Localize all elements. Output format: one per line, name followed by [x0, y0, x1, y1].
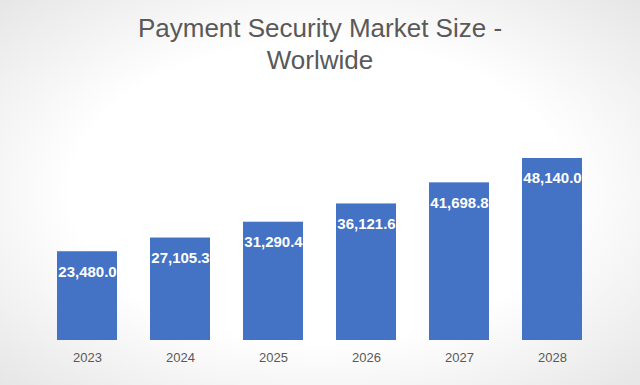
- svg-text:48,140.0: 48,140.0: [523, 169, 581, 186]
- svg-text:2023: 2023: [73, 350, 102, 365]
- svg-text:2024: 2024: [166, 350, 195, 365]
- svg-text:2025: 2025: [259, 350, 288, 365]
- svg-text:41,698.8: 41,698.8: [430, 194, 488, 211]
- svg-text:2026: 2026: [352, 350, 381, 365]
- html-text:Payment Security Market Size -: Payment Security Market Size - Worlwide: [137, 13, 503, 75]
- svg-text:36,121.6: 36,121.6: [337, 215, 395, 232]
- svg-text:23,480.0: 23,480.0: [58, 263, 116, 280]
- svg-text:31,290.4: 31,290.4: [244, 233, 303, 250]
- svg-text:2028: 2028: [538, 350, 567, 365]
- svg-text:2027: 2027: [445, 350, 474, 365]
- svg-text:27,105.3: 27,105.3: [151, 249, 209, 266]
